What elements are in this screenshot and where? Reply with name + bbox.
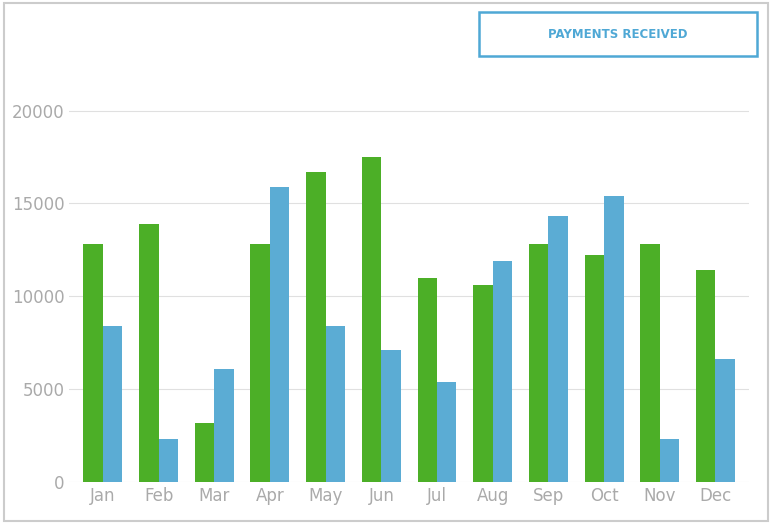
Bar — [604, 196, 624, 482]
Bar — [362, 157, 381, 482]
Bar — [660, 439, 679, 482]
Bar — [716, 359, 735, 482]
Bar — [548, 216, 568, 482]
Bar — [103, 326, 123, 482]
Bar — [139, 224, 158, 482]
Text: PAYMENTS RECEIVED: PAYMENTS RECEIVED — [548, 28, 687, 40]
Bar — [195, 423, 215, 482]
Text: REVENUE: REVENUE — [93, 19, 252, 49]
Bar — [83, 244, 103, 482]
Bar — [250, 244, 270, 482]
Bar — [381, 350, 401, 482]
Bar — [696, 270, 716, 482]
Bar — [473, 285, 493, 482]
Bar — [529, 244, 548, 482]
Bar — [437, 382, 456, 482]
Bar — [158, 439, 178, 482]
Bar — [640, 244, 660, 482]
Bar — [418, 278, 437, 482]
Bar — [584, 255, 604, 482]
Bar — [306, 172, 326, 482]
Bar — [493, 261, 512, 482]
Bar — [326, 326, 345, 482]
Bar — [270, 187, 290, 482]
Bar — [215, 369, 234, 482]
